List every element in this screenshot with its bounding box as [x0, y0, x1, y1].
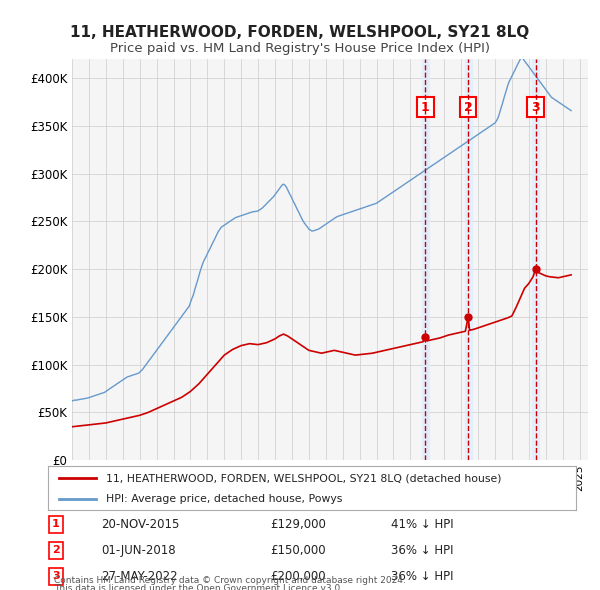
- Text: HPI: Average price, detached house, Powys: HPI: Average price, detached house, Powy…: [106, 494, 343, 504]
- Text: This data is licensed under the Open Government Licence v3.0.: This data is licensed under the Open Gov…: [54, 584, 343, 590]
- Text: 1: 1: [52, 519, 60, 529]
- Text: Price paid vs. HM Land Registry's House Price Index (HPI): Price paid vs. HM Land Registry's House …: [110, 42, 490, 55]
- Text: 27-MAY-2022: 27-MAY-2022: [101, 570, 178, 583]
- Text: 2: 2: [52, 545, 60, 555]
- Text: £150,000: £150,000: [270, 544, 325, 557]
- Bar: [465, 59, 472, 460]
- Text: 41% ↓ HPI: 41% ↓ HPI: [391, 518, 454, 531]
- Text: £129,000: £129,000: [270, 518, 326, 531]
- Text: 01-JUN-2018: 01-JUN-2018: [101, 544, 175, 557]
- Text: £200,000: £200,000: [270, 570, 325, 583]
- Bar: [532, 59, 539, 460]
- Bar: [422, 59, 429, 460]
- Text: 3: 3: [531, 101, 540, 114]
- Text: 11, HEATHERWOOD, FORDEN, WELSHPOOL, SY21 8LQ (detached house): 11, HEATHERWOOD, FORDEN, WELSHPOOL, SY21…: [106, 474, 502, 483]
- Text: 2: 2: [464, 101, 473, 114]
- Text: 20-NOV-2015: 20-NOV-2015: [101, 518, 179, 531]
- Text: 3: 3: [52, 572, 60, 581]
- Text: 1: 1: [421, 101, 430, 114]
- Text: 36% ↓ HPI: 36% ↓ HPI: [391, 544, 454, 557]
- Text: 36% ↓ HPI: 36% ↓ HPI: [391, 570, 454, 583]
- Text: Contains HM Land Registry data © Crown copyright and database right 2024.: Contains HM Land Registry data © Crown c…: [54, 576, 406, 585]
- Text: 11, HEATHERWOOD, FORDEN, WELSHPOOL, SY21 8LQ: 11, HEATHERWOOD, FORDEN, WELSHPOOL, SY21…: [70, 25, 530, 40]
